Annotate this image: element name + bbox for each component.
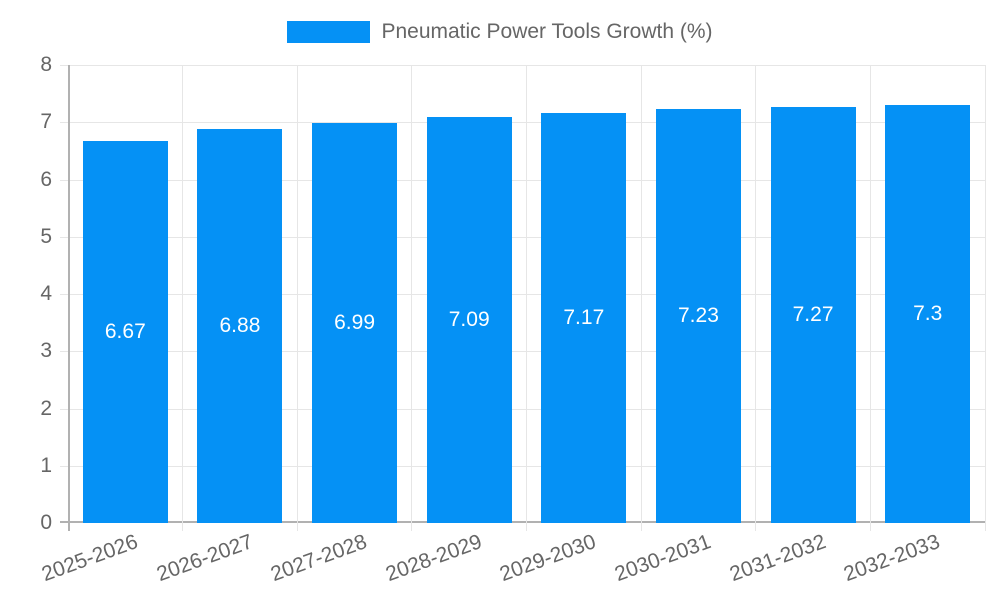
gridline-horizontal [60, 179, 985, 181]
gridline-horizontal [60, 236, 985, 238]
y-axis-line [68, 65, 70, 531]
legend[interactable]: Pneumatic Power Tools Growth (%) [0, 19, 1000, 45]
y-tick-label: 0 [40, 511, 52, 534]
bar: 7.23 [655, 109, 741, 523]
plot-area: 6.67 6.88 6.99 7.09 7.17 7.23 7.27 7.3 [60, 65, 986, 531]
bar: 7.17 [541, 112, 627, 523]
y-tick-label: 1 [40, 453, 52, 477]
gridline-horizontal [60, 351, 985, 353]
bar: 6.67 [82, 141, 168, 523]
y-tick-label: 6 [40, 167, 52, 191]
y-tick-label: 3 [40, 339, 52, 363]
gridline-vertical [984, 65, 986, 531]
legend-swatch [287, 21, 371, 43]
bar: 7.27 [770, 106, 856, 523]
gridline-horizontal [60, 65, 985, 66]
gridline-vertical [182, 65, 184, 531]
bar: 7.3 [885, 105, 971, 523]
x-tick-label: 2029-2030 [497, 530, 600, 587]
bar: 6.99 [312, 122, 398, 523]
gridline-vertical [640, 65, 642, 531]
y-tick-label: 7 [40, 110, 52, 134]
bar-value-label: 6.88 [219, 314, 261, 338]
gridline-vertical [526, 65, 527, 531]
bar: 6.88 [197, 129, 283, 523]
gridline-vertical [869, 65, 871, 531]
bar-value-label: 7.09 [448, 308, 490, 332]
y-tick-label: 2 [40, 396, 52, 420]
x-tick-label: 2026-2027 [153, 530, 256, 587]
gridline-horizontal [60, 122, 985, 124]
x-tick-label: 2025-2026 [38, 530, 141, 587]
bar-value-label: 6.67 [104, 320, 146, 344]
gridline-vertical [296, 65, 298, 531]
bar-value-label: 7.3 [913, 302, 943, 326]
gridline-horizontal [60, 408, 985, 410]
bar-value-label: 7.17 [563, 305, 605, 329]
gridline-horizontal [60, 294, 985, 295]
bar-value-label: 7.27 [792, 302, 834, 326]
x-tick-label: 2031-2032 [726, 530, 829, 587]
bar-value-label: 7.23 [678, 304, 719, 328]
gridline-horizontal [60, 465, 985, 467]
gridline-vertical [755, 65, 757, 531]
bar: 7.09 [426, 117, 512, 523]
y-tick-label: 8 [40, 53, 52, 76]
x-tick-label: 2028-2029 [382, 530, 485, 587]
y-tick-label: 4 [40, 282, 52, 305]
x-axis-line [60, 521, 985, 523]
x-tick-label: 2032-2033 [840, 530, 944, 587]
legend-label: Pneumatic Power Tools Growth (%) [381, 20, 713, 43]
bar-value-label: 6.99 [334, 310, 375, 334]
y-tick-label: 5 [40, 224, 52, 248]
x-tick-label: 2027-2028 [267, 530, 371, 587]
gridline-vertical [411, 65, 413, 531]
x-tick-label: 2030-2031 [611, 530, 714, 587]
